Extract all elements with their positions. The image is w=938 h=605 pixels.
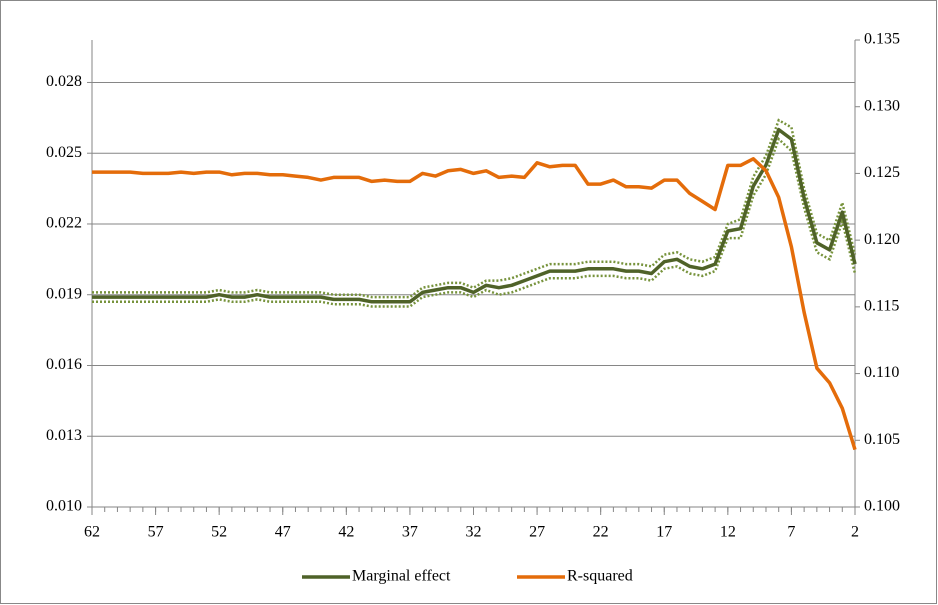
y2-tick-label: 0.105 xyxy=(864,431,900,448)
x-tick-label: 12 xyxy=(720,524,736,541)
y-tick-label: 0.013 xyxy=(46,427,82,444)
x-tick-label: 47 xyxy=(275,524,291,541)
series-line xyxy=(92,127,857,304)
y-tick-label: 0.022 xyxy=(46,215,82,232)
y-tick-label: 0.016 xyxy=(46,356,82,373)
x-tick-label: 37 xyxy=(402,524,418,541)
x-tick-label: 32 xyxy=(466,524,482,541)
x-tick-label: 62 xyxy=(84,524,100,541)
x-tick-label: 17 xyxy=(656,524,672,541)
y2-tick-label: 0.130 xyxy=(864,97,900,114)
series-line xyxy=(92,157,857,451)
upper-bound-line xyxy=(92,118,857,299)
legend-label: R-squared xyxy=(567,568,633,585)
x-tick-label: 57 xyxy=(148,524,164,541)
y-tick-label: 0.025 xyxy=(46,144,82,161)
x-tick-label: 2 xyxy=(851,524,859,541)
y2-tick-label: 0.135 xyxy=(864,31,900,48)
y-tick-label: 0.010 xyxy=(46,498,82,515)
x-tick-label: 27 xyxy=(529,524,545,541)
x-tick-label: 52 xyxy=(211,524,227,541)
y2-tick-label: 0.125 xyxy=(864,164,900,181)
y-tick-label: 0.028 xyxy=(46,73,82,90)
y2-tick-label: 0.110 xyxy=(864,364,899,381)
y2-tick-label: 0.100 xyxy=(864,498,900,515)
y-tick-label: 0.019 xyxy=(46,285,82,302)
legend-label: Marginal effect xyxy=(352,568,451,585)
x-tick-label: 42 xyxy=(338,524,354,541)
y2-tick-label: 0.115 xyxy=(864,298,899,315)
x-tick-label: 7 xyxy=(787,524,795,541)
x-tick-label: 22 xyxy=(593,524,609,541)
y2-tick-label: 0.120 xyxy=(864,231,900,248)
